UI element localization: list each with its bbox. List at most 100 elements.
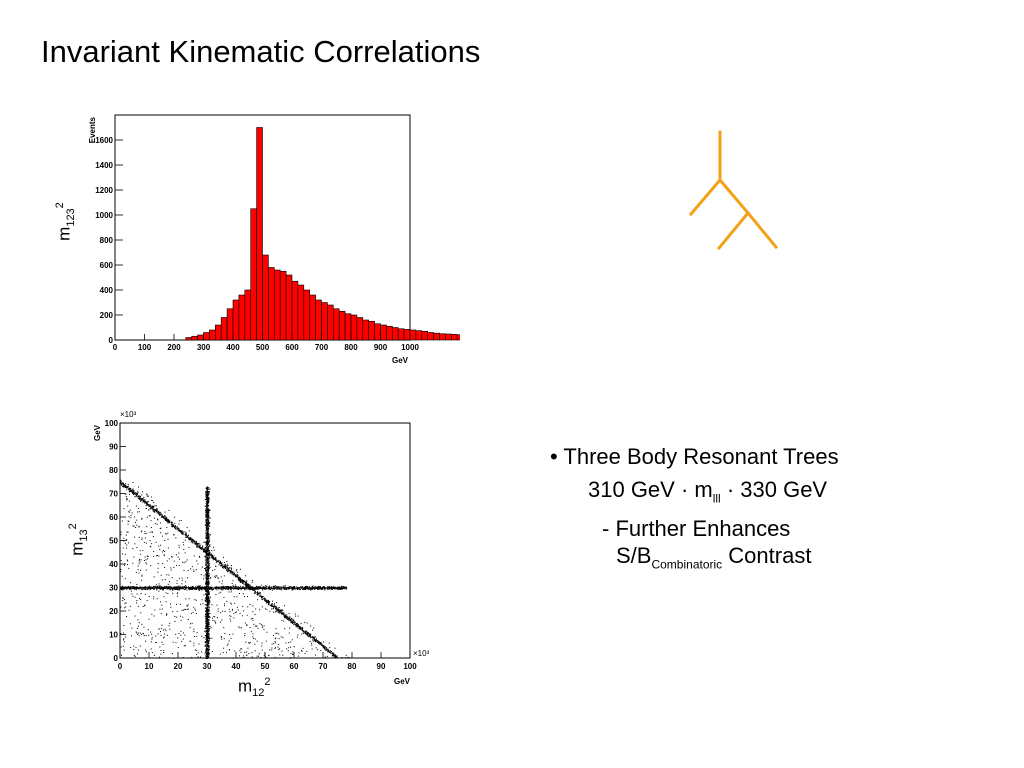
scatter-point <box>187 604 189 606</box>
scatter-point <box>207 618 209 620</box>
scatter-point <box>222 588 224 590</box>
scatter-point <box>248 584 250 586</box>
scatter-point <box>276 607 278 609</box>
scatter-point <box>205 621 207 623</box>
scatter-point <box>200 588 202 590</box>
scatter-point <box>189 538 191 540</box>
scatter-point <box>213 588 215 590</box>
scatter-point <box>281 619 283 621</box>
scatter-point <box>141 518 143 520</box>
scatter-point <box>221 587 223 589</box>
scatter-point <box>128 516 130 518</box>
scatter-point <box>178 589 180 591</box>
scatter-point <box>148 618 150 620</box>
scatter-point <box>256 586 258 588</box>
scatter-point <box>204 597 206 599</box>
scatter-point <box>177 588 179 590</box>
scatter-point <box>165 533 167 535</box>
scatter-point <box>175 554 177 556</box>
scatter-point <box>234 573 236 575</box>
scatter-point <box>288 632 290 634</box>
scatter-point <box>129 491 131 493</box>
scatter-point <box>193 540 195 542</box>
scatter-point <box>203 578 205 580</box>
scatter-point <box>213 587 215 589</box>
scatter-point <box>207 627 209 629</box>
scatter-point <box>266 631 268 633</box>
scatter-point <box>261 649 263 651</box>
scatter-point <box>224 632 226 634</box>
scatter-point <box>271 643 273 645</box>
scatter-point <box>207 571 209 573</box>
scatter-point <box>157 633 159 635</box>
scatter-point <box>320 588 322 590</box>
scatter-point <box>207 586 209 588</box>
scatter-point <box>132 490 134 492</box>
scatter-point <box>157 571 159 573</box>
scatter-point <box>325 647 327 649</box>
scatter-point <box>282 610 284 612</box>
scatter-point <box>260 587 262 589</box>
scatter-point <box>293 620 295 622</box>
scatter-point <box>290 622 292 624</box>
scatter-point <box>238 580 240 582</box>
scatter-point <box>239 627 241 629</box>
scatter-point <box>207 637 209 639</box>
scatter-point <box>162 586 164 588</box>
scatter-point <box>151 499 153 501</box>
scatter-point <box>217 610 219 612</box>
scatter-point <box>241 582 243 584</box>
scatter-point <box>276 585 278 587</box>
scatter-point <box>234 574 236 576</box>
x-tick-label: 0 <box>113 343 118 352</box>
scatter-point <box>123 639 125 641</box>
scatter-point <box>302 586 304 588</box>
scatter-point <box>167 586 169 588</box>
scatter-point <box>122 482 124 484</box>
scatter-point <box>157 554 159 556</box>
scatter-point <box>149 588 151 590</box>
scatter-point <box>206 509 208 511</box>
scatter-point <box>175 588 177 590</box>
scatter-point <box>145 588 147 590</box>
scatter-point <box>142 587 144 589</box>
scatter-point <box>330 586 332 588</box>
scatter-point <box>317 586 319 588</box>
scatter-point <box>219 565 221 567</box>
scatter-point <box>175 564 177 566</box>
scatter-point <box>207 575 209 577</box>
scatter-point <box>178 577 180 579</box>
scatter-point <box>301 633 303 635</box>
scatter-point <box>321 588 323 590</box>
scatter-point <box>143 500 145 502</box>
scatter-point <box>206 516 208 518</box>
scatter-point <box>287 587 289 589</box>
scatter-point <box>185 561 187 563</box>
scatter-point <box>341 586 343 588</box>
scatter-point <box>268 588 270 590</box>
scatter-point <box>230 572 232 574</box>
scatter-point <box>206 546 208 548</box>
scatter-point <box>288 586 290 588</box>
scatter-point <box>316 641 318 643</box>
scatter-point <box>312 640 314 642</box>
scatter-point <box>195 657 197 659</box>
scatter-point <box>239 586 241 588</box>
scatter-point <box>207 511 209 513</box>
scatter-point <box>259 587 261 589</box>
scatter-point <box>147 495 149 497</box>
scatter-point <box>321 587 323 589</box>
scatter-point <box>205 557 207 559</box>
scatter-point <box>213 546 215 548</box>
scatter-point <box>246 624 248 626</box>
scatter-point <box>303 587 305 589</box>
scatter-point <box>164 516 166 518</box>
scatter-point <box>231 609 233 611</box>
scatter-point <box>263 598 265 600</box>
scatter-point <box>289 617 291 619</box>
scatter-point <box>172 592 174 594</box>
scatter-point <box>150 586 152 588</box>
scatter-point <box>218 560 220 562</box>
scatter-point <box>128 493 130 495</box>
scatter-point <box>222 567 224 569</box>
